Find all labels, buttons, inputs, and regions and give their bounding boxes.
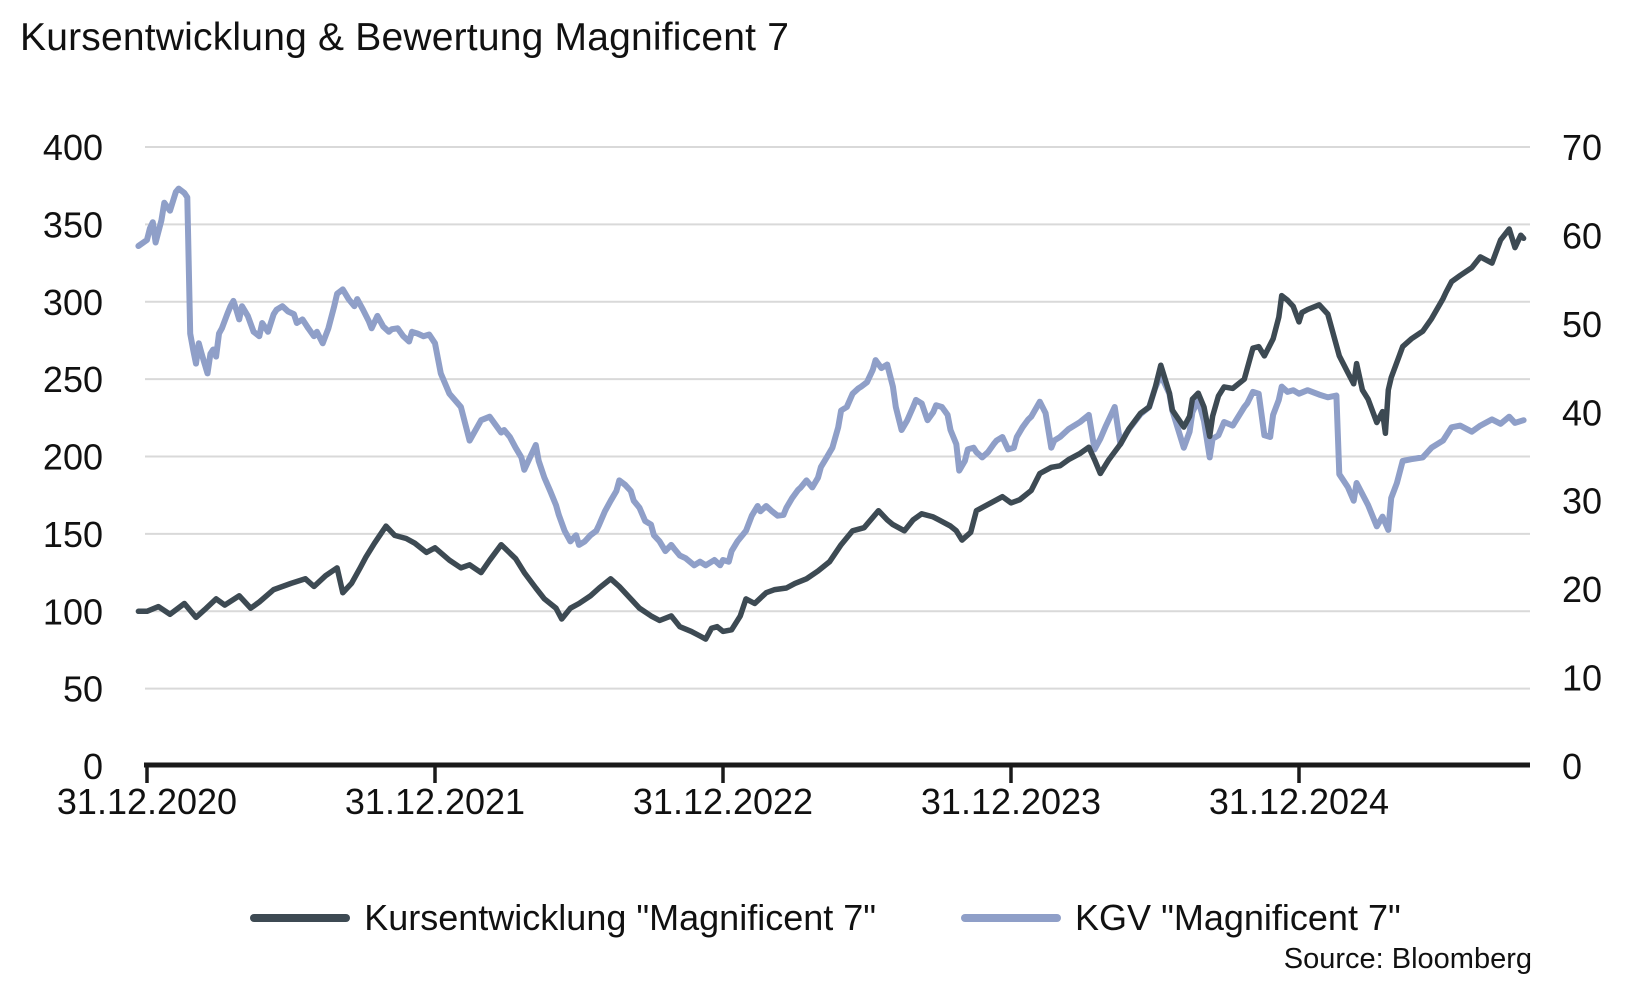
right-axis-tick-label: 10: [1562, 658, 1602, 699]
right-axis-tick-label: 20: [1562, 569, 1602, 610]
kgv-line: [135, 185, 1527, 569]
x-axis-tick-label: 31.12.2022: [633, 781, 813, 822]
left-axis-tick-label: 50: [63, 669, 103, 710]
legend-label-kgv: KGV "Magnificent 7": [1075, 897, 1401, 938]
legend-item-kurs: Kursentwicklung "Magnificent 7": [250, 897, 876, 939]
source-credit: Source: Bloomberg: [1283, 943, 1532, 975]
x-axis-tick-label: 31.12.2023: [921, 781, 1101, 822]
legend-item-kgv: KGV "Magnificent 7": [961, 897, 1401, 939]
kurs-line-swatch-icon: [250, 914, 351, 922]
left-axis-tick-label: 200: [43, 437, 103, 478]
left-axis-tick-label: 300: [43, 282, 103, 323]
kgv-line-swatch-icon: [961, 914, 1062, 922]
right-axis-tick-label: 50: [1562, 304, 1602, 345]
kurs-line: [135, 226, 1527, 642]
legend: Kursentwicklung "Magnificent 7" KGV "Mag…: [0, 897, 1651, 939]
x-axis-tick-label: 31.12.2020: [57, 781, 237, 822]
left-axis-tick-label: 400: [43, 127, 103, 168]
right-axis-tick-label: 70: [1562, 127, 1602, 168]
right-axis-tick-label: 60: [1562, 215, 1602, 256]
legend-label-kurs: Kursentwicklung "Magnificent 7": [364, 897, 877, 938]
chart-title: Kursentwicklung & Bewertung Magnificent …: [20, 16, 790, 59]
left-axis-tick-label: 100: [43, 591, 103, 632]
left-axis-tick-label: 350: [43, 204, 103, 245]
left-axis-tick-label: 150: [43, 514, 103, 555]
left-axis-tick-label: 0: [83, 746, 103, 787]
x-axis-tick-label: 31.12.2024: [1209, 781, 1389, 822]
right-axis-tick-label: 0: [1562, 746, 1582, 787]
left-axis-tick-label: 250: [43, 359, 103, 400]
x-axis-tick-label: 31.12.2021: [345, 781, 525, 822]
right-axis-tick-label: 30: [1562, 481, 1602, 522]
right-axis-tick-label: 40: [1562, 392, 1602, 433]
